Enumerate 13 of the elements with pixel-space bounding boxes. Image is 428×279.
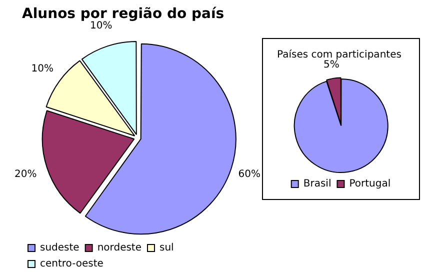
legend-label: sul xyxy=(160,242,174,254)
chart-title: Países com participantes xyxy=(277,50,402,61)
data-label: 60% xyxy=(238,168,260,180)
legend-label: Portugal xyxy=(349,178,391,190)
legend-label: Brasil xyxy=(303,178,332,190)
data-label: 10% xyxy=(90,20,112,32)
data-label: 5% xyxy=(324,59,340,70)
legend-label: centro-oeste xyxy=(40,258,104,270)
chart-title: Alunos por região do país xyxy=(22,6,224,22)
data-label: 10% xyxy=(31,63,54,74)
legend-label: nordeste xyxy=(97,242,142,254)
data-label: 20% xyxy=(14,168,37,180)
legend-label: sudeste xyxy=(40,242,80,254)
